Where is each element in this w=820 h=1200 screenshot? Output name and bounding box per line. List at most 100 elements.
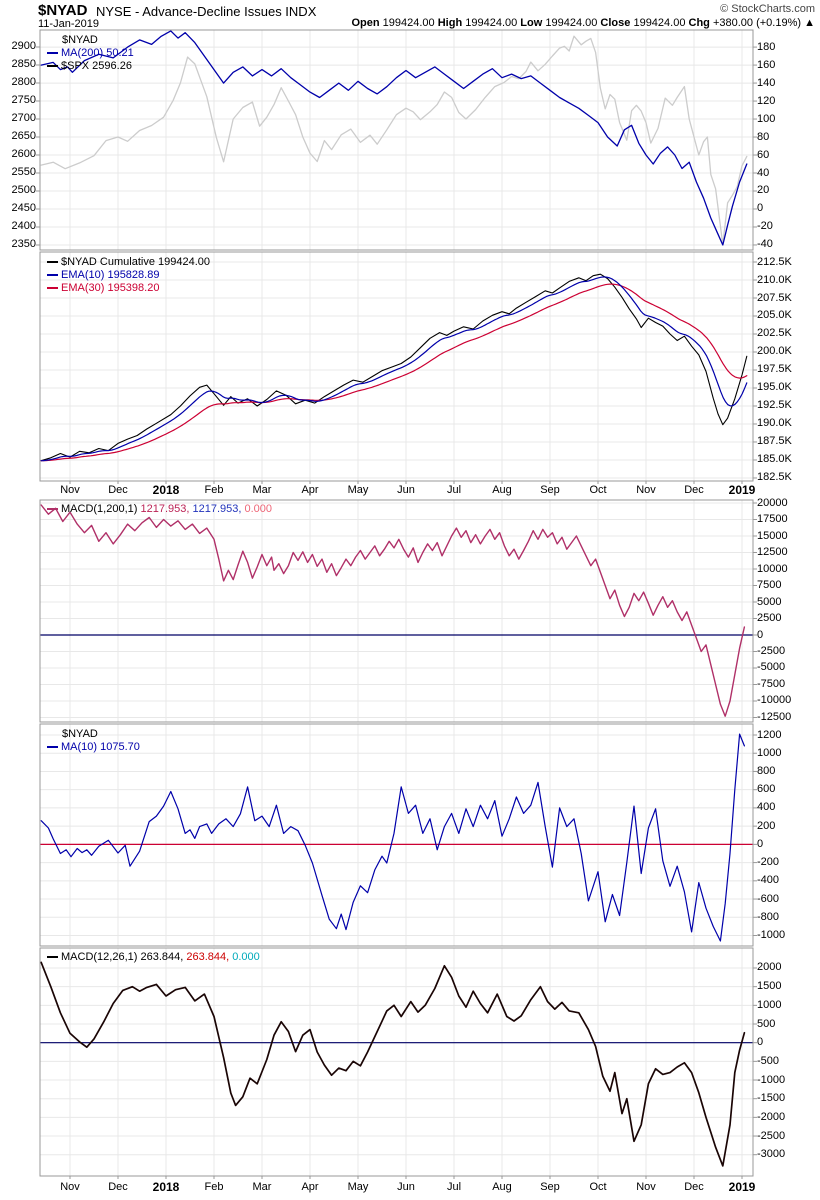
y-axis-label-right: 7500 <box>757 579 782 591</box>
y-axis-label-right: 0 <box>757 202 764 215</box>
y-axis-label-right: -5000 <box>757 661 786 674</box>
y-axis-label-right: 800 <box>757 764 776 777</box>
x-axis-label-jul: Jul <box>446 484 462 496</box>
x-axis-label-aug: Aug <box>492 1181 512 1193</box>
y-axis-label-right: -20 <box>757 220 773 233</box>
x-axis-label-apr: Apr <box>301 484 319 496</box>
y-axis-label-left: 2900 <box>11 40 36 53</box>
x-axis-label-sep: Sep <box>540 484 560 496</box>
y-axis-label-right: 0 <box>757 837 764 850</box>
legend-line: MA(200) 50.21 <box>47 47 134 59</box>
legend-line: $NYAD <box>47 34 98 46</box>
y-axis-label-right: -1000 <box>757 1073 786 1086</box>
y-axis-label-left: 2850 <box>11 58 36 71</box>
chg-up-arrow-icon: ▲ <box>804 17 815 29</box>
legend-dash-icon <box>47 52 58 54</box>
y-axis-label-right: 205.0K <box>757 309 792 322</box>
legend-line: EMA(10) 195828.89 <box>47 269 159 281</box>
y-axis-label-right: 212.5K <box>757 255 792 268</box>
stockcharts-credit-link[interactable]: © StockCharts.com <box>720 3 815 15</box>
panel-border <box>39 251 754 482</box>
panel-border <box>39 723 754 947</box>
y-axis-label-right: -1500 <box>757 1092 786 1105</box>
y-axis-label-right: 195.0K <box>757 381 792 394</box>
y-axis-label-left: 2800 <box>11 76 36 89</box>
y-axis-label-right: 1500 <box>757 980 782 993</box>
x-axis-label-2019: 2019 <box>728 1180 756 1194</box>
open-value: 199424.00 <box>382 17 435 29</box>
close-label: Close <box>600 17 631 29</box>
y-axis-label-right: 15000 <box>757 529 788 542</box>
series-line-macd-12-26-1- <box>40 961 746 1167</box>
symbol-title: $NYAD <box>38 2 88 19</box>
panel-border <box>39 947 754 1177</box>
y-axis-label-right: 160 <box>757 58 776 71</box>
low-label: Low <box>520 17 543 29</box>
close-value: 199424.00 <box>633 17 686 29</box>
x-axis-label-nov: Nov <box>60 484 80 496</box>
y-axis-label-right: -400 <box>757 874 780 887</box>
x-axis-label-jul: Jul <box>446 1181 462 1193</box>
y-axis-label-right: 500 <box>757 1017 776 1030</box>
x-axis-label-jun: Jun <box>397 484 415 496</box>
legend-line: $NYAD Cumulative 199424.00 <box>47 256 210 268</box>
y-axis-label-right: 0 <box>757 628 764 641</box>
y-axis-label-right: 197.5K <box>757 363 792 376</box>
x-axis-label-feb: Feb <box>204 484 224 496</box>
y-axis-label-left: 2650 <box>11 130 36 143</box>
y-axis-label-left: 2450 <box>11 202 36 215</box>
y-axis-label-right: -40 <box>757 238 773 251</box>
x-axis-label-sep: Sep <box>540 1181 560 1193</box>
y-axis-label-right: 190.0K <box>757 417 792 430</box>
series-line--nyad-cumulative <box>40 273 748 462</box>
legend-text: $NYAD <box>62 728 98 740</box>
chart-date: 11-Jan-2019 <box>38 18 99 30</box>
legend-text: 263.844, <box>186 951 233 963</box>
legend-text: 1217.953, <box>140 503 193 515</box>
legend-text: $SPX 2596.26 <box>61 60 132 72</box>
legend-line: MACD(12,26,1) 263.844, 263.844, 0.000 <box>47 951 260 963</box>
legend-line: EMA(30) 195398.20 <box>47 282 159 294</box>
panel-border <box>39 29 754 251</box>
chg-value: +380.00 (+0.19%) <box>712 17 802 29</box>
y-axis-label-right: 20000 <box>757 496 788 509</box>
x-axis-label-2018: 2018 <box>152 483 180 497</box>
panel-3 <box>39 499 757 723</box>
y-axis-label-right: -1000 <box>757 929 786 941</box>
x-axis-label-dec: Dec <box>108 1181 128 1193</box>
x-axis-label-2019: 2019 <box>728 483 756 497</box>
y-axis-label-right: 180 <box>757 40 776 53</box>
legend-text: MA(200) 50.21 <box>61 47 134 59</box>
legend-text: EMA(10) 195828.89 <box>61 269 160 281</box>
y-axis-label-right: 1000 <box>757 746 782 759</box>
y-axis-label-right: 200.0K <box>757 345 792 358</box>
legend-text: EMA(30) 195398.20 <box>61 282 160 294</box>
series-line-ema-30- <box>40 283 748 462</box>
y-axis-label-right: 100 <box>757 112 776 125</box>
y-axis-label-right: 202.5K <box>757 327 792 340</box>
y-axis-label-right: -12500 <box>757 710 792 723</box>
x-axis-label-feb: Feb <box>204 1181 224 1193</box>
x-axis-label-nov: Nov <box>636 484 656 496</box>
legend-text: 263.844, <box>140 951 187 963</box>
legend-dash-icon <box>47 508 58 510</box>
panel-5 <box>39 947 757 1177</box>
x-axis-label-oct: Oct <box>589 484 607 496</box>
legend-dash-icon <box>47 65 58 67</box>
y-axis-label-right: 2500 <box>757 612 782 624</box>
series-line-ema-10- <box>40 276 748 462</box>
x-axis-label-nov: Nov <box>636 1181 656 1193</box>
x-axis-label-jun: Jun <box>397 1181 415 1193</box>
legend-dash-icon <box>47 274 58 276</box>
y-axis-label-right: 12500 <box>757 546 788 558</box>
y-axis-label-right: -500 <box>757 1054 780 1067</box>
panel-2 <box>39 251 757 482</box>
y-axis-label-right: 187.5K <box>757 435 792 448</box>
y-axis-label-right: 1200 <box>757 728 782 741</box>
legend-text: $NYAD Cumulative 199424.00 <box>61 256 210 268</box>
y-axis-label-left: 2700 <box>11 112 36 125</box>
y-axis-label-right: 200 <box>757 819 776 832</box>
y-axis-label-right: 192.5K <box>757 399 792 412</box>
